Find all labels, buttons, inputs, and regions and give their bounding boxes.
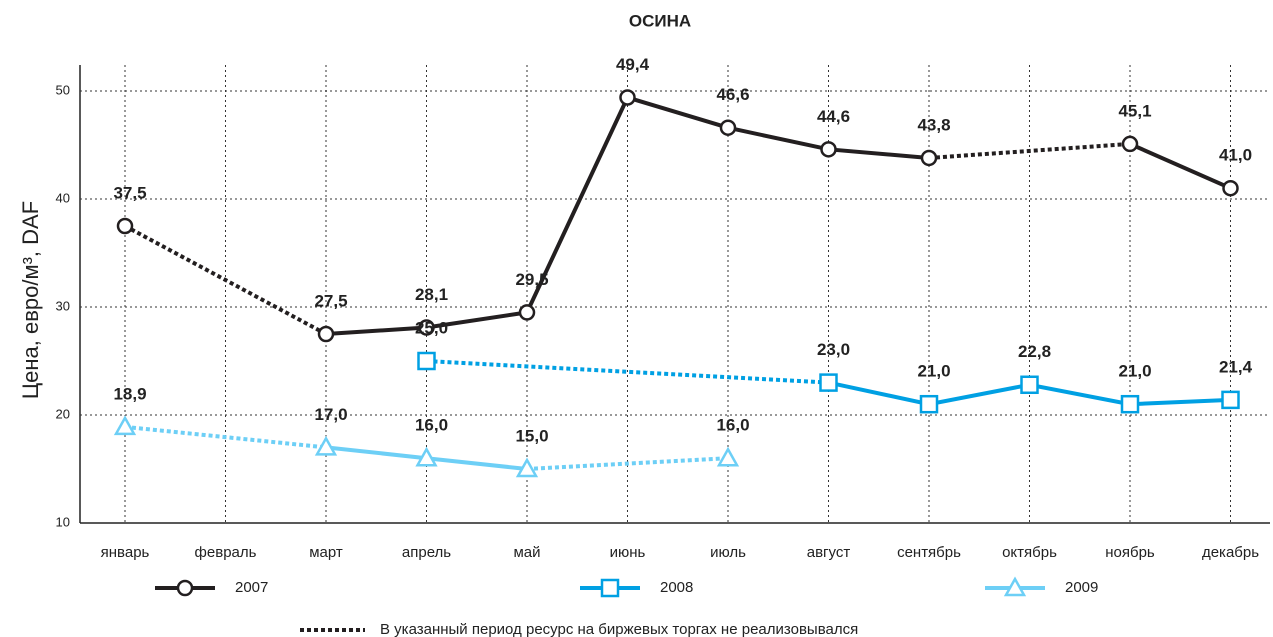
x-tick-label: май	[513, 544, 540, 561]
point	[116, 217, 134, 235]
value-label: 21,0	[917, 362, 950, 381]
legend-label: 2009	[1065, 579, 1098, 596]
point	[716, 446, 740, 467]
point	[919, 394, 939, 414]
value-label: 16,0	[716, 416, 749, 435]
point	[719, 119, 737, 136]
x-tick-label: август	[807, 544, 851, 561]
gap-bridge	[526, 456, 729, 471]
point	[418, 319, 435, 336]
value-label: 28,1	[415, 285, 448, 304]
x-tick-label: март	[309, 544, 343, 561]
value-label: 49,4	[616, 55, 650, 74]
point	[518, 304, 536, 321]
point	[314, 435, 338, 456]
point	[515, 457, 539, 478]
value-label: 22,8	[1018, 342, 1051, 361]
legend-marker	[600, 578, 620, 598]
x-tick-label: ноябрь	[1105, 544, 1155, 561]
y-tick-label: 10	[56, 514, 70, 529]
point	[1120, 394, 1140, 414]
value-label: 29,5	[515, 270, 548, 289]
value-label: 27,5	[314, 291, 347, 310]
x-tick-label: апрель	[402, 544, 451, 561]
value-label: 21,4	[1219, 357, 1253, 376]
point	[417, 351, 436, 371]
y-tick-label: 30	[56, 298, 70, 313]
point	[1121, 135, 1139, 153]
legend-marker	[176, 579, 194, 597]
gap-bridge	[124, 224, 327, 336]
point	[113, 415, 137, 436]
value-label: 21,0	[1118, 362, 1151, 381]
x-tick-label: январь	[101, 544, 150, 561]
x-tick-label: декабрь	[1202, 544, 1259, 561]
value-label: 41,0	[1219, 146, 1252, 165]
point	[1020, 375, 1039, 395]
y-tick-label: 40	[56, 190, 70, 205]
gap-bridge	[124, 424, 327, 450]
point	[920, 149, 938, 167]
value-label: 25,0	[415, 318, 448, 337]
value-label: 16,0	[415, 416, 448, 435]
value-label: 17,0	[314, 405, 347, 424]
y-axis-label: Цена, евро/м³, DAF	[18, 201, 43, 399]
gap-bridge	[928, 141, 1131, 160]
note: В указанный период ресурс на биржевых то…	[380, 621, 858, 637]
y-tick-label: 20	[56, 406, 70, 421]
legend-marker	[1003, 576, 1027, 597]
value-label: 15,0	[515, 426, 548, 445]
value-label: 44,6	[817, 107, 850, 126]
point	[819, 373, 838, 392]
value-label: 43,8	[917, 115, 950, 134]
line	[1129, 142, 1232, 191]
value-label: 18,9	[113, 384, 146, 403]
x-tick-label: октябрь	[1002, 544, 1057, 561]
x-tick-label: сентябрь	[897, 544, 961, 561]
value-label: 37,5	[113, 183, 146, 202]
x-tick-label: июнь	[610, 544, 646, 561]
point	[415, 446, 438, 467]
x-tick-label: февраль	[195, 544, 257, 561]
value-label: 46,6	[716, 85, 749, 104]
point	[317, 325, 335, 343]
legend-label: 2007	[235, 579, 268, 596]
value-label: 23,0	[817, 340, 850, 359]
x-tick-label: июль	[710, 544, 746, 561]
value-label: 45,1	[1118, 101, 1151, 120]
y-tick-label: 50	[56, 82, 70, 97]
point	[619, 89, 636, 106]
legend-label: 2008	[660, 579, 693, 596]
point	[1222, 179, 1239, 197]
point	[1221, 390, 1240, 410]
point	[820, 141, 837, 158]
chart-title: ОСИНА	[629, 11, 691, 30]
